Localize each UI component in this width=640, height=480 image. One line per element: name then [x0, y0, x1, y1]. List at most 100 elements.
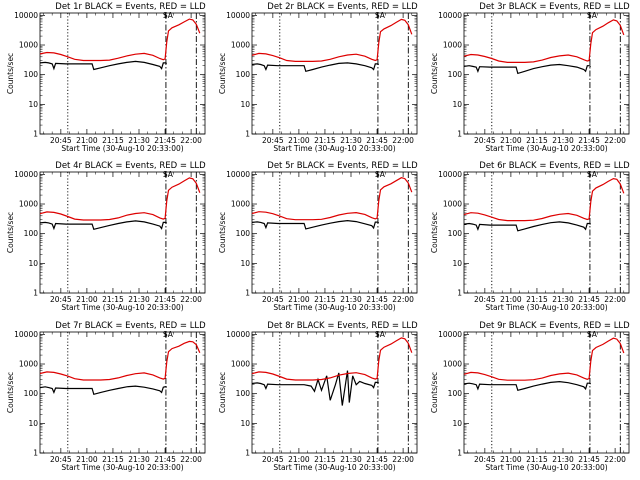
- panel-det-5: Det 5r BLACK = Events, RED = LLD 1 10 100 10…: [218, 161, 418, 312]
- panel-title: Det 6r BLACK = Events, RED = LLD: [479, 161, 630, 171]
- x-tick-label: 21:30: [128, 136, 150, 145]
- y-tick-label: 1000: [19, 360, 38, 369]
- x-tick-label: 21:00: [288, 295, 310, 304]
- x-tick-label: 21:00: [500, 295, 522, 304]
- y-tick-label: 1: [33, 289, 38, 298]
- x-tick-label: 21:45: [578, 136, 600, 145]
- y-tick-label: 1000: [443, 360, 462, 369]
- x-axis-label: Start Time (30-Aug-10 20:33:00): [273, 303, 395, 312]
- y-tick-label: 10: [452, 259, 462, 268]
- y-tick-label: 1: [457, 449, 462, 458]
- x-tick-label: 20:45: [262, 136, 284, 145]
- x-tick-label: 21:30: [552, 455, 574, 464]
- x-tick-label: 21:30: [128, 455, 150, 464]
- y-tick-label: 10000: [14, 11, 38, 20]
- panel-title: Det 9r BLACK = Events, RED = LLD: [479, 321, 630, 331]
- x-tick-label: 21:45: [578, 295, 600, 304]
- y-tick-label: 10: [240, 100, 250, 109]
- x-tick-label: 21:30: [340, 455, 362, 464]
- plot-frame: [463, 171, 630, 294]
- series-events: [251, 62, 379, 73]
- x-tick-label: 20:45: [50, 136, 72, 145]
- panel-title: Det 8r BLACK = Events, RED = LLD: [267, 321, 418, 331]
- y-tick-label: 10000: [226, 330, 250, 339]
- panel-title: Det 4r BLACK = Events, RED = LLD: [55, 161, 206, 171]
- plot-frame: [251, 12, 418, 135]
- y-tick-label: 1000: [231, 360, 250, 369]
- x-tick-label: 21:30: [552, 136, 574, 145]
- saa-marker-label: SA: [163, 330, 174, 339]
- x-tick-label: 22:00: [604, 295, 626, 304]
- panel-title: Det 5r BLACK = Events, RED = LLD: [267, 161, 418, 171]
- x-axis-label: Start Time (30-Aug-10 20:33:00): [485, 463, 607, 472]
- y-tick-label: 100: [24, 389, 39, 398]
- series-lld: [39, 177, 201, 221]
- x-tick-label: 21:00: [500, 136, 522, 145]
- y-tick-label: 1: [33, 449, 38, 458]
- x-tick-label: 21:15: [102, 136, 124, 145]
- y-tick-label: 10: [452, 419, 462, 428]
- y-tick-label: 10: [240, 419, 250, 428]
- x-tick-label: 21:15: [526, 455, 548, 464]
- x-axis-label: Start Time (30-Aug-10 20:33:00): [485, 303, 607, 312]
- x-axis-label: Start Time (30-Aug-10 20:33:00): [61, 303, 183, 312]
- series-lld: [251, 177, 413, 221]
- series-lld: [251, 337, 413, 381]
- saa-marker-label: SA: [375, 170, 386, 179]
- x-tick-label: 21:30: [340, 295, 362, 304]
- x-tick-label: 21:45: [154, 136, 176, 145]
- saa-marker-label: SA: [375, 11, 386, 20]
- y-tick-label: 1000: [443, 200, 462, 209]
- x-tick-label: 21:15: [526, 295, 548, 304]
- y-tick-label: 10000: [438, 330, 462, 339]
- series-events: [251, 219, 379, 230]
- panel-title: Det 1r BLACK = Events, RED = LLD: [55, 2, 206, 12]
- x-tick-label: 21:15: [102, 455, 124, 464]
- y-tick-label: 10000: [438, 11, 462, 20]
- x-tick-label: 20:45: [262, 455, 284, 464]
- saa-marker-label: SA: [587, 170, 598, 179]
- x-tick-label: 21:45: [366, 136, 388, 145]
- y-tick-label: 100: [236, 229, 251, 238]
- x-tick-label: 21:00: [76, 136, 98, 145]
- series-lld: [463, 177, 625, 222]
- x-tick-label: 20:45: [474, 455, 496, 464]
- x-tick-label: 21:15: [102, 295, 124, 304]
- x-tick-label: 21:30: [340, 136, 362, 145]
- panel-det-1: Det 1r BLACK = Events, RED = LLD 1 10 100 10…: [6, 2, 206, 153]
- y-tick-label: 1000: [19, 200, 38, 209]
- y-tick-label: 1000: [231, 41, 250, 50]
- x-tick-label: 20:45: [50, 455, 72, 464]
- y-axis-label: Counts/sec: [6, 212, 15, 253]
- x-tick-label: 22:00: [180, 295, 202, 304]
- x-tick-label: 21:15: [314, 455, 336, 464]
- x-tick-label: 22:00: [392, 455, 414, 464]
- y-tick-label: 1000: [443, 41, 462, 50]
- y-tick-label: 10: [28, 100, 38, 109]
- x-tick-label: 20:45: [50, 295, 72, 304]
- y-tick-label: 1000: [231, 200, 250, 209]
- panel-title: Det 7r BLACK = Events, RED = LLD: [55, 321, 206, 331]
- x-tick-label: 20:45: [474, 295, 496, 304]
- y-tick-label: 100: [236, 70, 251, 79]
- panel-det-3: Det 3r BLACK = Events, RED = LLD 1 10 100 10…: [430, 2, 630, 153]
- x-tick-label: 21:45: [366, 295, 388, 304]
- x-tick-label: 21:45: [154, 455, 176, 464]
- y-axis-label: Counts/sec: [218, 53, 227, 94]
- plot-frame: [39, 331, 206, 454]
- series-events: [39, 60, 167, 71]
- plot-frame: [39, 12, 206, 135]
- y-axis-label: Counts/sec: [218, 212, 227, 253]
- panel-det-4: Det 4r BLACK = Events, RED = LLD 1 10 100 10…: [6, 161, 206, 312]
- x-tick-label: 21:45: [366, 455, 388, 464]
- series-lld: [463, 19, 625, 64]
- x-axis-label: Start Time (30-Aug-10 20:33:00): [61, 144, 183, 153]
- saa-marker-label: SA: [587, 11, 598, 20]
- series-lld: [251, 18, 413, 63]
- y-tick-label: 10000: [226, 170, 250, 179]
- y-tick-label: 10: [452, 100, 462, 109]
- panel-det-2: Det 2r BLACK = Events, RED = LLD 1 10 100 10…: [218, 2, 418, 153]
- x-tick-label: 21:30: [128, 295, 150, 304]
- panel-det-8: Det 8r BLACK = Events, RED = LLD 1 10 100 10…: [218, 321, 418, 472]
- y-axis-label: Counts/sec: [430, 212, 439, 253]
